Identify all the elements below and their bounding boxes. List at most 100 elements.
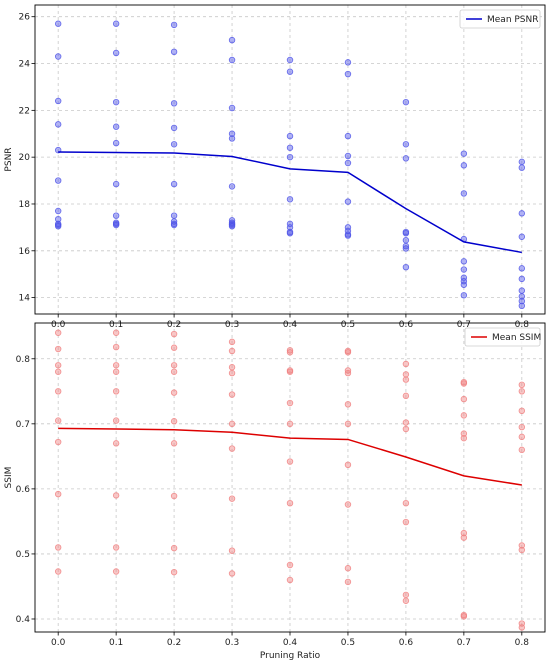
psnr-point xyxy=(54,97,62,105)
psnr-point xyxy=(460,150,468,157)
psnr-point xyxy=(402,242,410,250)
psnr-point xyxy=(286,144,294,151)
ssim-point xyxy=(170,368,178,375)
ssim-point xyxy=(286,576,294,584)
ssim-y-tick-label: 0.7 xyxy=(16,420,30,430)
psnr-point xyxy=(286,230,294,237)
psnr-point xyxy=(344,232,352,239)
ssim-point xyxy=(54,345,62,353)
ssim-point xyxy=(286,368,294,375)
ssim-point xyxy=(170,418,178,425)
psnr-points xyxy=(54,20,526,310)
ssim-point xyxy=(286,420,294,428)
ssim-point xyxy=(402,499,410,507)
psnr-point xyxy=(112,49,120,57)
psnr-point xyxy=(170,141,178,148)
ssim-point xyxy=(112,440,120,447)
psnr-point xyxy=(518,275,526,283)
psnr-point xyxy=(344,159,352,167)
ssim-point xyxy=(112,362,120,369)
ssim-point xyxy=(344,501,352,508)
psnr-point xyxy=(402,155,410,162)
ssim-point xyxy=(228,338,236,346)
ssim-point xyxy=(460,529,468,537)
psnr-point xyxy=(228,104,236,112)
ssim-point xyxy=(228,347,236,355)
ssim-x-axis-label: Pruning Ratio xyxy=(260,651,321,661)
psnr-point xyxy=(228,135,236,142)
ssim-point xyxy=(286,458,294,465)
ssim-point xyxy=(518,433,526,441)
psnr-point xyxy=(228,56,236,64)
ssim-x-tick-label: 0.6 xyxy=(399,638,414,648)
psnr-point xyxy=(402,237,410,244)
ssim-point xyxy=(54,329,62,336)
ssim-point xyxy=(112,544,120,551)
ssim-point xyxy=(228,391,236,398)
ssim-point xyxy=(402,591,410,599)
ssim-point xyxy=(54,368,62,375)
ssim-point xyxy=(344,578,352,586)
ssim-point xyxy=(54,544,62,551)
ssim-mean-line xyxy=(58,427,522,486)
ssim-point xyxy=(402,419,410,426)
ssim-point xyxy=(170,330,178,338)
psnr-point xyxy=(286,196,294,203)
ssim-point xyxy=(228,364,236,371)
ssim-point xyxy=(54,362,62,369)
ssim-point xyxy=(112,492,120,499)
psnr-point xyxy=(112,221,120,229)
ssim-point xyxy=(518,388,526,395)
psnr-point xyxy=(170,21,178,29)
ssim-x-tick-label: 0.7 xyxy=(457,638,471,648)
ssim-point xyxy=(170,492,178,500)
psnr-y-tick-label: 22 xyxy=(19,106,30,116)
ssim-point xyxy=(228,369,236,377)
ssim-point xyxy=(54,417,62,424)
psnr-point xyxy=(54,223,62,230)
psnr-point xyxy=(286,56,294,64)
ssim-grid xyxy=(35,323,545,632)
psnr-point xyxy=(344,59,352,66)
ssim-point xyxy=(402,392,410,400)
psnr-point xyxy=(112,123,120,130)
psnr-point xyxy=(402,245,410,252)
psnr-y-tick-label: 16 xyxy=(19,247,31,257)
psnr-point xyxy=(518,302,526,310)
ssim-legend: Mean SSIM xyxy=(464,327,541,347)
ssim-x-tick-label: 0.4 xyxy=(283,638,298,648)
psnr-point xyxy=(286,68,294,75)
psnr-point xyxy=(460,292,468,299)
ssim-point xyxy=(518,542,526,549)
psnr-point xyxy=(170,180,178,188)
ssim-point xyxy=(286,399,294,407)
psnr-point xyxy=(112,139,120,147)
ssim-point xyxy=(112,343,120,351)
ssim-point xyxy=(402,518,410,526)
psnr-point xyxy=(518,293,526,300)
ssim-y-tick-label: 0.8 xyxy=(16,355,31,365)
psnr-panel: 0.0 0.1 0.2 0.3 0.4 0.5 0.6 0.7 0.81416182022242… xyxy=(4,4,546,330)
ssim-point xyxy=(286,347,294,354)
psnr-point xyxy=(518,210,526,217)
psnr-point xyxy=(286,153,294,161)
ssim-point xyxy=(460,430,468,437)
psnr-point xyxy=(54,53,62,60)
ssim-x-tick-label: 0.1 xyxy=(109,638,123,648)
ssim-point xyxy=(344,565,352,572)
psnr-legend: Mean PSNR xyxy=(459,9,541,29)
psnr-point xyxy=(402,230,410,237)
psnr-point xyxy=(460,258,468,265)
psnr-y-tick-label: 24 xyxy=(19,60,31,70)
ssim-point xyxy=(286,499,294,507)
psnr-point xyxy=(344,70,352,78)
ssim-y-tick-label: 0.6 xyxy=(16,485,31,495)
psnr-point xyxy=(518,233,526,240)
ssim-point xyxy=(286,349,294,356)
psnr-y-tick-label: 20 xyxy=(19,153,31,163)
psnr-grid xyxy=(35,5,545,314)
ssim-point xyxy=(402,360,410,368)
ssim-point xyxy=(344,349,352,356)
psnr-point xyxy=(286,132,294,140)
ssim-point xyxy=(460,395,468,403)
